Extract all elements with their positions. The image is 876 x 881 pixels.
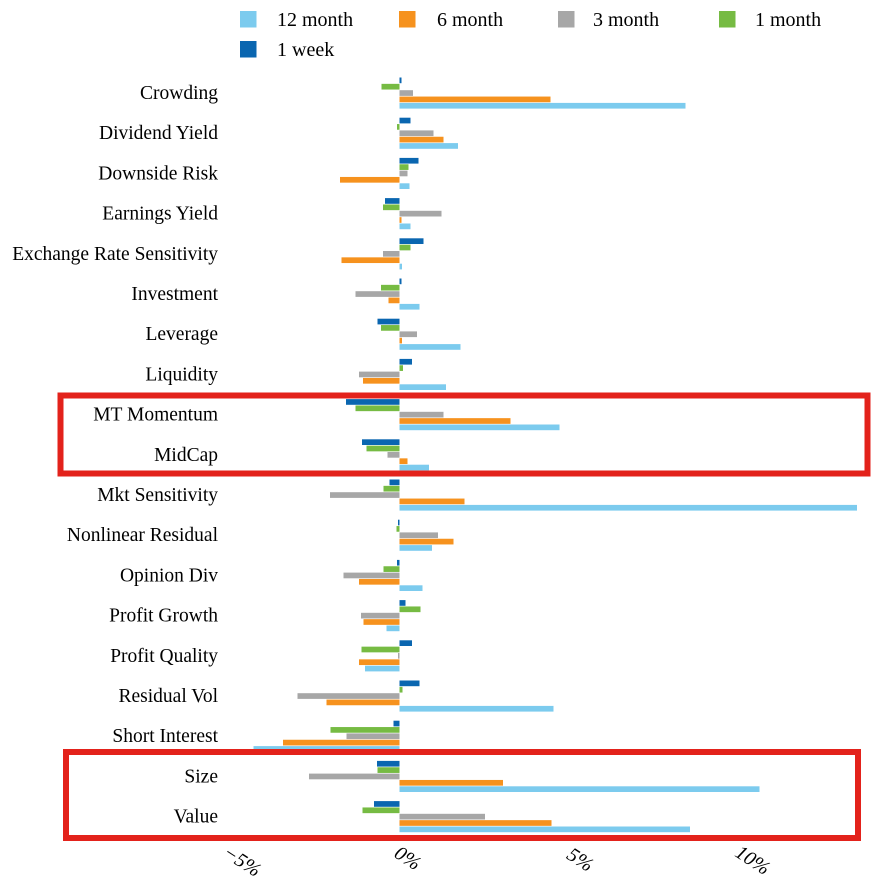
svg-text:Downside Risk: Downside Risk	[98, 163, 218, 184]
svg-text:Opinion Div: Opinion Div	[120, 565, 218, 586]
svg-text:MT Momentum: MT Momentum	[93, 405, 218, 426]
svg-text:Earnings Yield: Earnings Yield	[102, 204, 218, 225]
svg-text:Leverage: Leverage	[145, 324, 218, 345]
svg-text:Liquidity: Liquidity	[145, 364, 218, 385]
svg-text:Profit Growth: Profit Growth	[109, 606, 218, 627]
svg-text:Nonlinear Residual: Nonlinear Residual	[67, 525, 219, 546]
svg-text:Value: Value	[174, 807, 218, 828]
svg-text:12 month: 12 month	[277, 9, 353, 31]
svg-text:Exchange Rate Sensitivity: Exchange Rate Sensitivity	[12, 244, 218, 265]
svg-text:Mkt Sensitivity: Mkt Sensitivity	[97, 485, 218, 506]
svg-text:Investment: Investment	[131, 284, 218, 305]
svg-text:Profit Quality: Profit Quality	[110, 646, 218, 667]
svg-text:Short Interest: Short Interest	[112, 726, 218, 747]
svg-text:Crowding: Crowding	[140, 83, 218, 104]
svg-text:1 week: 1 week	[277, 39, 334, 61]
svg-text:1 month: 1 month	[755, 9, 821, 31]
svg-text:Residual Vol: Residual Vol	[119, 686, 219, 707]
svg-text:6 month: 6 month	[437, 9, 503, 31]
svg-text:3 month: 3 month	[593, 9, 659, 31]
svg-text:Dividend Yield: Dividend Yield	[99, 123, 218, 144]
svg-text:Size: Size	[184, 766, 218, 787]
svg-text:MidCap: MidCap	[154, 445, 218, 466]
